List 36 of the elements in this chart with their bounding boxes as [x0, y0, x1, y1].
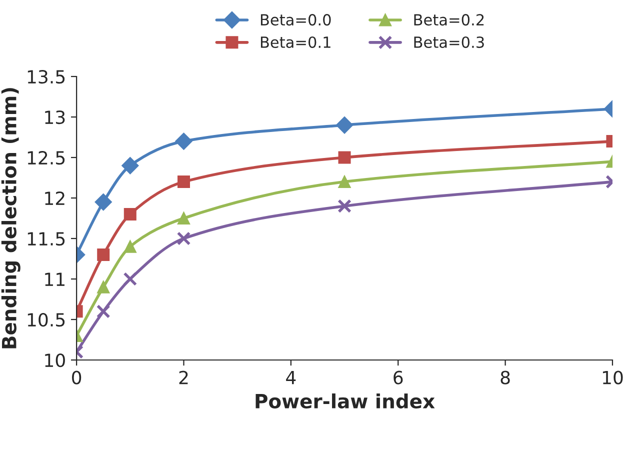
- x-tick-label: 2: [179, 370, 188, 384]
- point: [177, 176, 190, 188]
- y-tick-label: 11.5: [28, 232, 65, 246]
- legend-label: Beta=0.3: [414, 36, 484, 48]
- point: [97, 248, 110, 261]
- x-tick-label: 8: [500, 370, 510, 384]
- y-tick-label: 13.5: [28, 70, 65, 84]
- x-tick-label: 0: [72, 370, 82, 384]
- point: [122, 157, 139, 174]
- point: [175, 132, 192, 150]
- x-tick-label: 6: [394, 370, 403, 384]
- legend-label: Beta=0.1: [260, 36, 330, 48]
- x-tick-label: 4: [286, 370, 296, 384]
- y-axis-title: Bending delection (mm): [1, 88, 20, 348]
- y-tick-label: 12: [45, 191, 64, 205]
- point: [336, 116, 354, 134]
- y-tick-label: 10.5: [28, 312, 65, 327]
- point: [96, 304, 110, 318]
- point: [176, 232, 191, 246]
- x-axis-title: Power-law index: [256, 393, 435, 408]
- point: [338, 176, 351, 188]
- point: [123, 272, 138, 286]
- y-tick-label: 11: [45, 272, 64, 286]
- point: [124, 208, 136, 220]
- legend-label: Beta=0.2: [414, 14, 484, 26]
- point: [124, 240, 136, 253]
- point: [338, 199, 352, 214]
- point: [177, 212, 190, 224]
- y-tick-label: 12.5: [28, 150, 65, 165]
- point: [338, 151, 351, 164]
- point: [94, 194, 112, 211]
- point: [97, 280, 110, 294]
- y-tick-label: 13: [45, 110, 65, 124]
- legend-label: Beta=0.0: [260, 14, 331, 26]
- y-tick-label: 10: [45, 353, 65, 368]
- x-tick-label: 10: [602, 370, 623, 384]
